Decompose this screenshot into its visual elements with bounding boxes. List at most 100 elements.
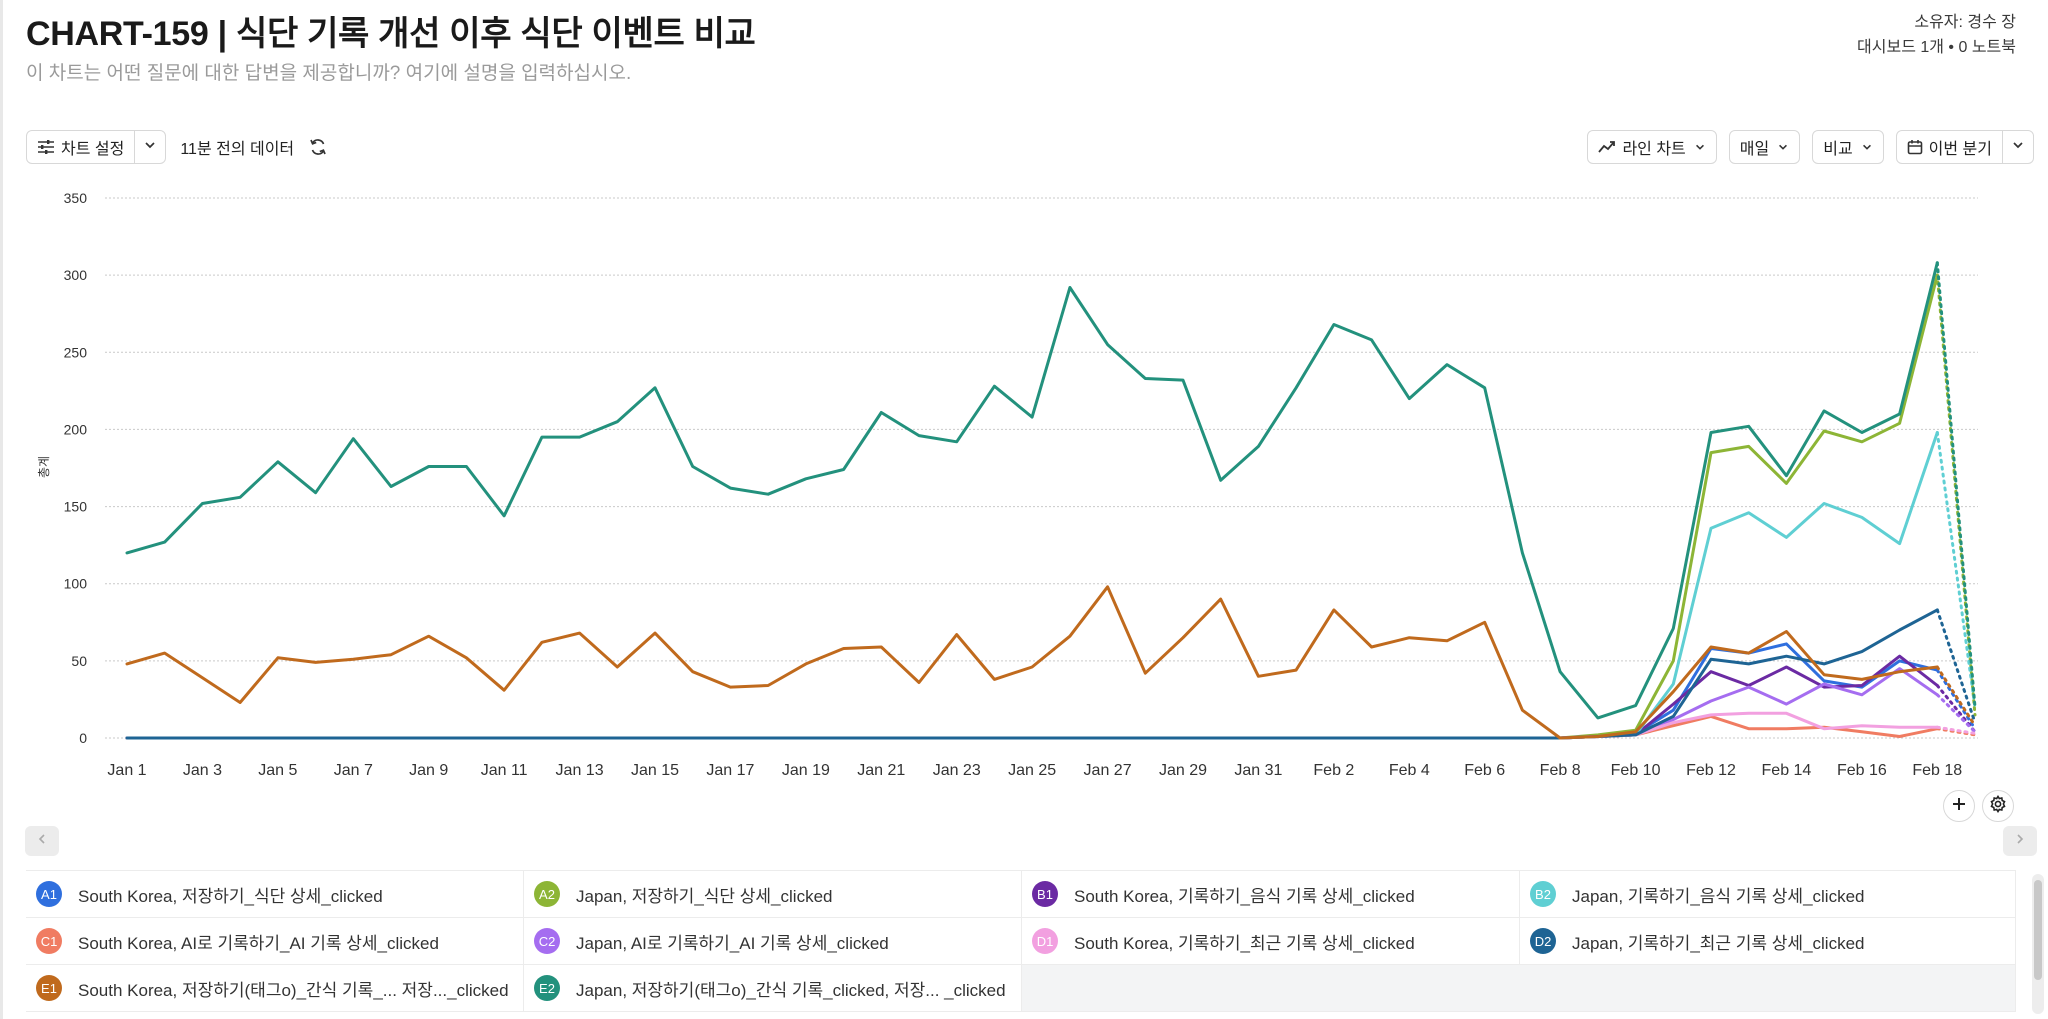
chart-description[interactable]: 이 차트는 어떤 질문에 대한 답변을 제공합니까? 여기에 설명을 입력하십시… xyxy=(26,63,632,84)
toolbar-left: 차트 설정 11분 전의 데이터 xyxy=(26,130,328,164)
legend-item-D1[interactable]: D1 South Korea, 기록하기_최근 기록 상세_clicked xyxy=(1022,918,1520,965)
x-tick-label: Feb 10 xyxy=(1611,762,1661,779)
legend-item-C2[interactable]: C2 Japan, AI로 기록하기_AI 기록 상세_clicked xyxy=(524,918,1022,965)
legend-label: Japan, 저장하기_식단 상세_clicked xyxy=(576,886,833,906)
data-freshness: 11분 전의 데이터 xyxy=(180,141,295,158)
y-tick-label: 100 xyxy=(64,576,88,592)
legend-item-E2[interactable]: E2 Japan, 저장하기(태그o)_간식 기록_clicked, 저장... … xyxy=(524,965,1022,1012)
chevron-down-icon xyxy=(1694,141,1706,153)
y-tick-label: 50 xyxy=(71,653,87,669)
x-tick-label: Jan 3 xyxy=(183,762,222,779)
interval-select[interactable]: 매일 xyxy=(1728,130,1801,164)
x-tick-label: Jan 7 xyxy=(334,762,373,779)
legend-label: South Korea, 기록하기_음식 기록 상세_clicked xyxy=(1074,886,1415,906)
series-line-D1[interactable] xyxy=(125,711,1939,740)
series-lines[interactable] xyxy=(125,261,1977,740)
legend-empty-cell xyxy=(1022,965,2016,1012)
series-partial-C2[interactable] xyxy=(1935,693,1977,734)
chart-type-select[interactable]: 라인 차트 xyxy=(1587,130,1717,164)
legend-item-B2[interactable]: B2 Japan, 기록하기_음식 기록 상세_clicked xyxy=(1520,871,2016,918)
legend-item-A1[interactable]: A1 South Korea, 저장하기_식단 상세_clicked xyxy=(26,871,524,918)
legend-label: South Korea, AI로 기록하기_AI 기록 상세_clicked xyxy=(78,933,439,953)
x-tick-label: Feb 8 xyxy=(1540,762,1581,779)
date-range-dropdown[interactable] xyxy=(2002,131,2033,163)
x-tick-label: Jan 5 xyxy=(258,762,297,779)
legend-badge: E1 xyxy=(36,975,62,1001)
interval-label: 매일 xyxy=(1739,141,1770,158)
add-button[interactable] xyxy=(1943,790,1975,822)
x-tick-label: Jan 1 xyxy=(107,762,146,779)
grid-lines xyxy=(105,197,1978,739)
series-partial-A1[interactable] xyxy=(1935,668,1977,731)
legend-item-E1[interactable]: E1 South Korea, 저장하기(태그o)_간식 기록_... 저장...… xyxy=(26,965,524,1012)
x-tick-label: Jan 19 xyxy=(782,762,830,779)
toolbar-right: 라인 차트 매일 비교 이번 분기 xyxy=(1587,130,2034,164)
series-line-E1[interactable] xyxy=(125,585,1939,740)
compare-select[interactable]: 비교 xyxy=(1812,130,1884,164)
legend-badge: A1 xyxy=(36,881,62,907)
line-chart-icon xyxy=(1598,140,1616,154)
left-border xyxy=(0,0,3,1019)
x-tick-label: Feb 18 xyxy=(1912,762,1962,779)
chart-type-label: 라인 차트 xyxy=(1622,141,1686,158)
x-tick-label: Jan 13 xyxy=(556,762,604,779)
y-tick-label: 0 xyxy=(79,730,87,746)
x-tick-label: Jan 11 xyxy=(481,762,528,779)
legend-label: South Korea, 저장하기_식단 상세_clicked xyxy=(78,886,383,906)
x-tick-label: Feb 16 xyxy=(1837,762,1887,779)
legend-label: South Korea, 저장하기(태그o)_간식 기록_... 저장..._c… xyxy=(78,980,509,1000)
legend-item-A2[interactable]: A2 Japan, 저장하기_식단 상세_clicked xyxy=(524,871,1022,918)
series-partial-E2[interactable] xyxy=(1935,261,1977,709)
legend-badge: C1 xyxy=(36,928,62,954)
chart-settings-group: 차트 설정 xyxy=(26,130,167,164)
x-tick-label: Feb 14 xyxy=(1762,762,1812,779)
chart-settings-button[interactable]: 차트 설정 xyxy=(27,131,134,163)
x-tick-label: Jan 31 xyxy=(1234,762,1282,779)
chevron-down-icon xyxy=(1861,141,1873,153)
y-axis-label: 총계 xyxy=(37,456,51,478)
date-range-button[interactable]: 이번 분기 xyxy=(1897,131,2002,163)
owner-label[interactable]: 소유자: 경수 장 xyxy=(1914,14,2016,31)
chart-settings-label: 차트 설정 xyxy=(61,141,125,158)
series-line-D2[interactable] xyxy=(125,608,1939,740)
series-line-B2[interactable] xyxy=(125,431,1939,740)
plus-icon xyxy=(1951,796,1967,817)
legend-badge: B1 xyxy=(1032,881,1058,907)
chart-settings-gear-button[interactable] xyxy=(1982,790,2014,822)
legend-badge: D2 xyxy=(1530,928,1556,954)
x-tick-label: Jan 27 xyxy=(1084,762,1132,779)
sliders-icon xyxy=(37,139,55,155)
x-tick-label: Jan 9 xyxy=(409,762,448,779)
x-tick-label: Feb 2 xyxy=(1313,762,1354,779)
legend-item-B1[interactable]: B1 South Korea, 기록하기_음식 기록 상세_clicked xyxy=(1022,871,1520,918)
series-partial-D1[interactable] xyxy=(1935,725,1977,735)
chevron-down-icon xyxy=(1777,141,1789,153)
dashboard-notebook-count[interactable]: 대시보드 1개 • 0 노트북 xyxy=(1857,39,2016,56)
y-tick-label: 250 xyxy=(64,344,88,360)
page-title: CHART-159 | 식단 기록 개선 이후 식단 이벤트 비교 xyxy=(26,15,756,53)
legend-scrollbar-thumb[interactable] xyxy=(2034,880,2042,980)
date-range-label: 이번 분기 xyxy=(1928,141,1992,158)
chevron-down-icon xyxy=(143,138,157,157)
legend-prev-button[interactable] xyxy=(25,826,59,856)
x-tick-label: Feb 6 xyxy=(1464,762,1505,779)
legend-badge: A2 xyxy=(534,881,560,907)
series-partial-B2[interactable] xyxy=(1935,431,1977,709)
legend-label: Japan, 기록하기_음식 기록 상세_clicked xyxy=(1572,886,1865,906)
series-partial-E1[interactable] xyxy=(1935,665,1977,728)
series-line-E2[interactable] xyxy=(125,261,1939,720)
chart-settings-dropdown[interactable] xyxy=(134,131,165,163)
y-tick-label: 150 xyxy=(64,499,88,515)
legend-badge: B2 xyxy=(1530,881,1556,907)
legend-next-button[interactable] xyxy=(2003,826,2037,856)
gear-icon xyxy=(1989,794,2007,818)
x-tick-label: Jan 25 xyxy=(1008,762,1056,779)
legend-item-D2[interactable]: D2 Japan, 기록하기_최근 기록 상세_clicked xyxy=(1520,918,2016,965)
series-partial-C1[interactable] xyxy=(1935,727,1977,737)
series-partial-D2[interactable] xyxy=(1935,608,1977,725)
legend-scrollbar[interactable] xyxy=(2032,874,2044,1014)
y-axis-ticks: 0 50 100 150 200 250 300 350 xyxy=(64,190,88,746)
refresh-icon[interactable] xyxy=(308,137,328,157)
legend-item-C1[interactable]: C1 South Korea, AI로 기록하기_AI 기록 상세_clicked xyxy=(26,918,524,965)
